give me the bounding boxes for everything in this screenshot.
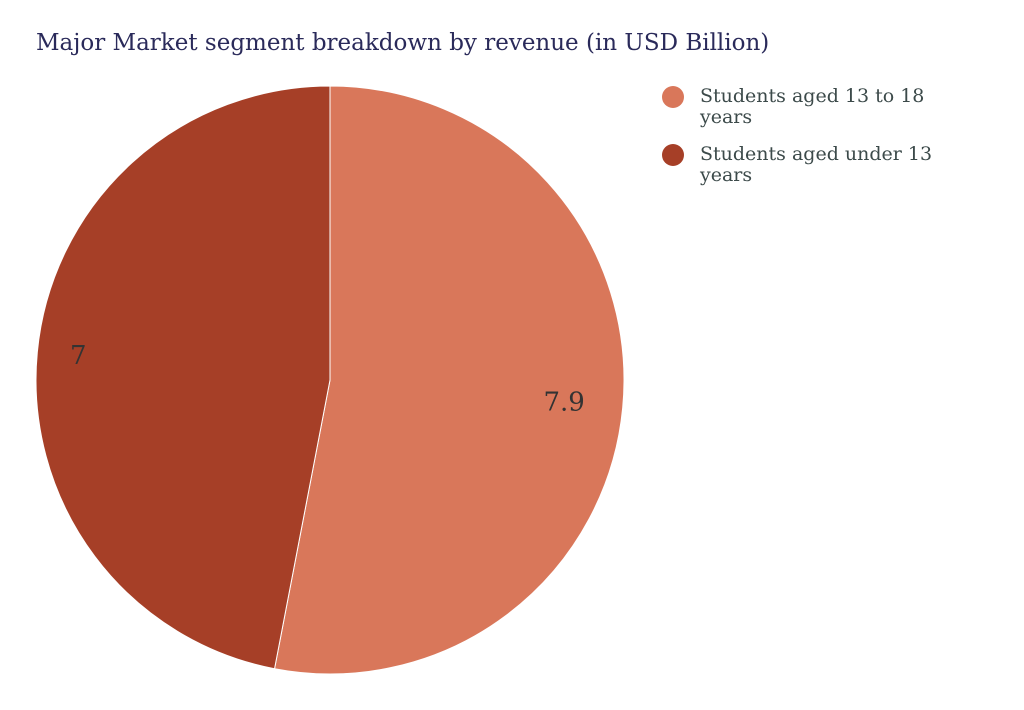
chart-title: Major Market segment breakdown by revenu… (36, 30, 770, 56)
legend-item-aged-under-13[interactable]: Students aged under 13 years (662, 144, 1002, 186)
legend-label-aged-under-13: Students aged under 13 years (700, 143, 933, 186)
slice-label-aged-under-13: 7 (70, 341, 87, 371)
legend-item-aged-13-to-18[interactable]: Students aged 13 to 18 years (662, 86, 1002, 128)
pie-slice-aged-under-13[interactable] (35, 85, 331, 670)
pie-slice-aged-13-to-18[interactable] (273, 85, 625, 675)
legend-swatch-aged-under-13 (662, 144, 684, 166)
legend: Students aged 13 to 18 years Students ag… (662, 86, 1002, 202)
legend-label-aged-13-to-18: Students aged 13 to 18 years (700, 85, 925, 128)
legend-swatch-aged-13-to-18 (662, 86, 684, 108)
slice-label-aged-13-to-18: 7.9 (543, 387, 584, 417)
